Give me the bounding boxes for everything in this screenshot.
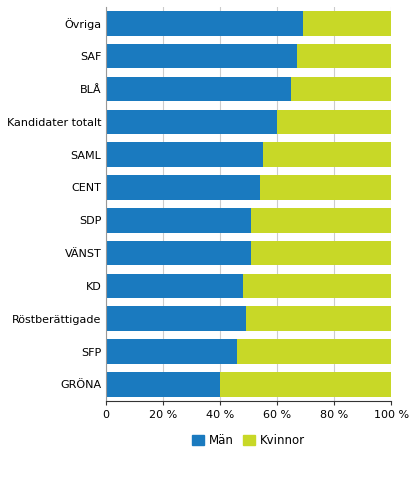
Bar	[106, 372, 220, 397]
Bar	[251, 208, 391, 233]
Bar	[303, 11, 391, 36]
Bar	[260, 175, 391, 200]
Bar	[246, 306, 391, 331]
Bar	[263, 142, 391, 167]
Bar	[106, 339, 237, 364]
Bar	[106, 241, 251, 266]
Bar	[251, 241, 391, 266]
Bar	[106, 306, 246, 331]
Bar	[106, 77, 292, 101]
Bar	[237, 339, 391, 364]
Bar	[106, 44, 297, 68]
Bar	[106, 273, 243, 298]
Bar	[106, 109, 277, 134]
Bar	[220, 372, 391, 397]
Bar	[297, 44, 391, 68]
Bar	[277, 109, 391, 134]
Legend: Män, Kvinnor: Män, Kvinnor	[188, 430, 310, 452]
Bar	[106, 142, 263, 167]
Bar	[106, 175, 260, 200]
Bar	[292, 77, 391, 101]
Bar	[106, 208, 251, 233]
Bar	[243, 273, 391, 298]
Bar	[106, 11, 303, 36]
